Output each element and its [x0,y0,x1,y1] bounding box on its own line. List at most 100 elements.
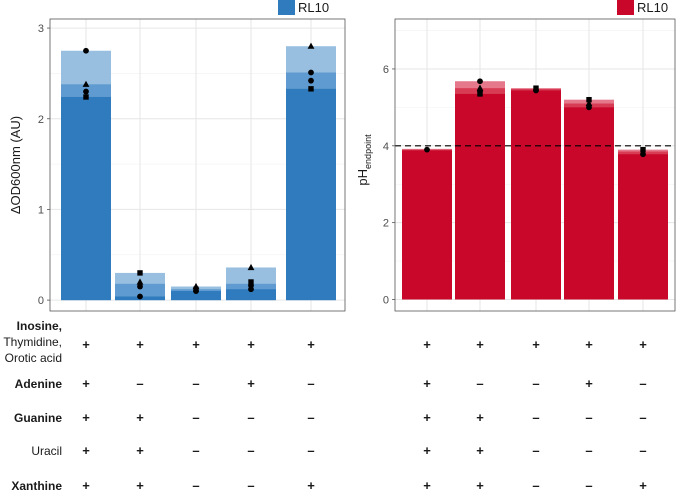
condition-label: Guanine [14,411,62,425]
point-right-2-circle [477,78,483,85]
condition-sign-right: + [476,443,484,458]
condition-sign-left: – [247,478,254,493]
bar-right-4-layer-3 [564,107,614,300]
condition-sign-left: – [247,443,254,458]
point-left-2-square [137,270,143,276]
condition-sign-left: + [82,443,90,458]
condition-label: Uracil [31,444,62,458]
condition-sign-left: + [192,337,200,352]
bar-right-5-layer-3 [618,154,668,300]
condition-sign-left: – [192,410,199,425]
condition-sign-right: + [476,410,484,425]
point-right-4-circle [586,104,592,111]
panel-left: RL10 0 1 2 3 ΔOD600nm (AU) [8,0,346,312]
ytick-label: 4 [383,141,389,153]
condition-sign-right: + [639,337,647,352]
condition-label: Orotic acid [5,351,62,365]
condition-label: Xanthine [11,479,62,493]
point-right-4-triangle [585,99,593,107]
condition-sign-right: + [423,410,431,425]
legend-left-swatch [278,0,295,15]
condition-sign-right: – [585,410,592,425]
condition-sign-right: – [639,443,646,458]
points-left [82,42,315,300]
condition-sign-left: + [307,337,315,352]
bar-left-1-layer-3 [61,96,111,301]
point-left-4-circle [248,286,254,293]
condition-sign-left: – [192,478,199,493]
point-right-3-circle [533,87,539,94]
point-left-3-circle [193,288,199,294]
condition-sign-left: – [192,443,199,458]
bar-left-4-layer-3 [226,289,276,301]
condition-sign-left: + [82,337,90,352]
point-right-5-square [640,146,646,153]
point-right-4-square [586,96,592,103]
panel-right: RL10 0 2 4 6 pHendpoint [355,0,676,312]
ytick-label: 3 [38,23,44,35]
condition-sign-left: + [82,376,90,391]
condition-sign-right: – [476,376,483,391]
point-left-1-circle [83,47,89,54]
condition-sign-left: – [307,443,314,458]
condition-sign-left: + [247,337,255,352]
panel-left-frame [49,18,346,312]
legend-right-label: RL10 [637,0,668,15]
condition-sign-right: + [476,478,484,493]
ytick-label: 6 [383,64,389,76]
condition-sign-right: + [423,337,431,352]
condition-sign-right: – [639,376,646,391]
condition-table: Inosine, Thymidine, Orotic acid + + + + + + + + + + A… [3,319,647,493]
condition-label: Inosine, [17,319,62,333]
bar-right-3-layer-3 [511,90,561,300]
points-right [424,78,646,158]
point-right-2-square [477,91,483,97]
legend-left: RL10 [278,0,329,15]
condition-sign-right: – [585,478,592,493]
point-left-4-square [248,279,254,285]
condition-sign-left: + [136,443,144,458]
condition-sign-right: + [639,478,647,493]
ytick-label: 0 [38,295,44,307]
bars-right [402,81,668,300]
legend-right-swatch [617,0,634,15]
bar-right-1-layer-3 [402,150,452,300]
condition-sign-right: + [423,376,431,391]
condition-sign-right: – [532,443,539,458]
point-left-5-circle [308,77,314,84]
point-left-2-circle [137,283,143,290]
legend-right: RL10 [617,0,668,15]
condition-sign-right: + [532,337,540,352]
condition-sign-left: + [82,478,90,493]
condition-sign-right: – [532,478,539,493]
condition-sign-left: + [82,410,90,425]
yticks-right: 0 2 4 6 [383,64,395,306]
condition-sign-left: + [307,478,315,493]
bar-right-2-layer-3 [455,93,505,300]
condition-label: Adenine [15,377,63,391]
ylabel-right-main: pH [355,169,370,186]
condition-sign-left: + [136,410,144,425]
panel-right-frame [394,18,676,312]
ytick-label: 2 [383,218,389,230]
condition-sign-right: – [639,410,646,425]
point-left-1-square [83,94,89,100]
bar-left-3-layer-3 [171,291,221,301]
condition-sign-right: + [423,478,431,493]
point-right-1-circle [424,146,430,153]
bars-left [61,46,336,301]
ytick-label: 1 [38,204,44,216]
point-left-2-triangle [136,278,144,285]
legend-left-label: RL10 [298,0,329,15]
yticks-left: 0 1 2 3 [38,23,50,307]
point-left-1-triangle [82,80,90,87]
condition-label: Thymidine, [3,335,62,349]
condition-sign-right: – [532,410,539,425]
condition-sign-right: + [585,376,593,391]
ytick-label: 2 [38,114,44,126]
condition-sign-left: – [307,376,314,391]
ytick-label: 0 [383,294,389,306]
condition-sign-right: – [585,443,592,458]
bar-left-2-layer-2 [115,283,165,301]
